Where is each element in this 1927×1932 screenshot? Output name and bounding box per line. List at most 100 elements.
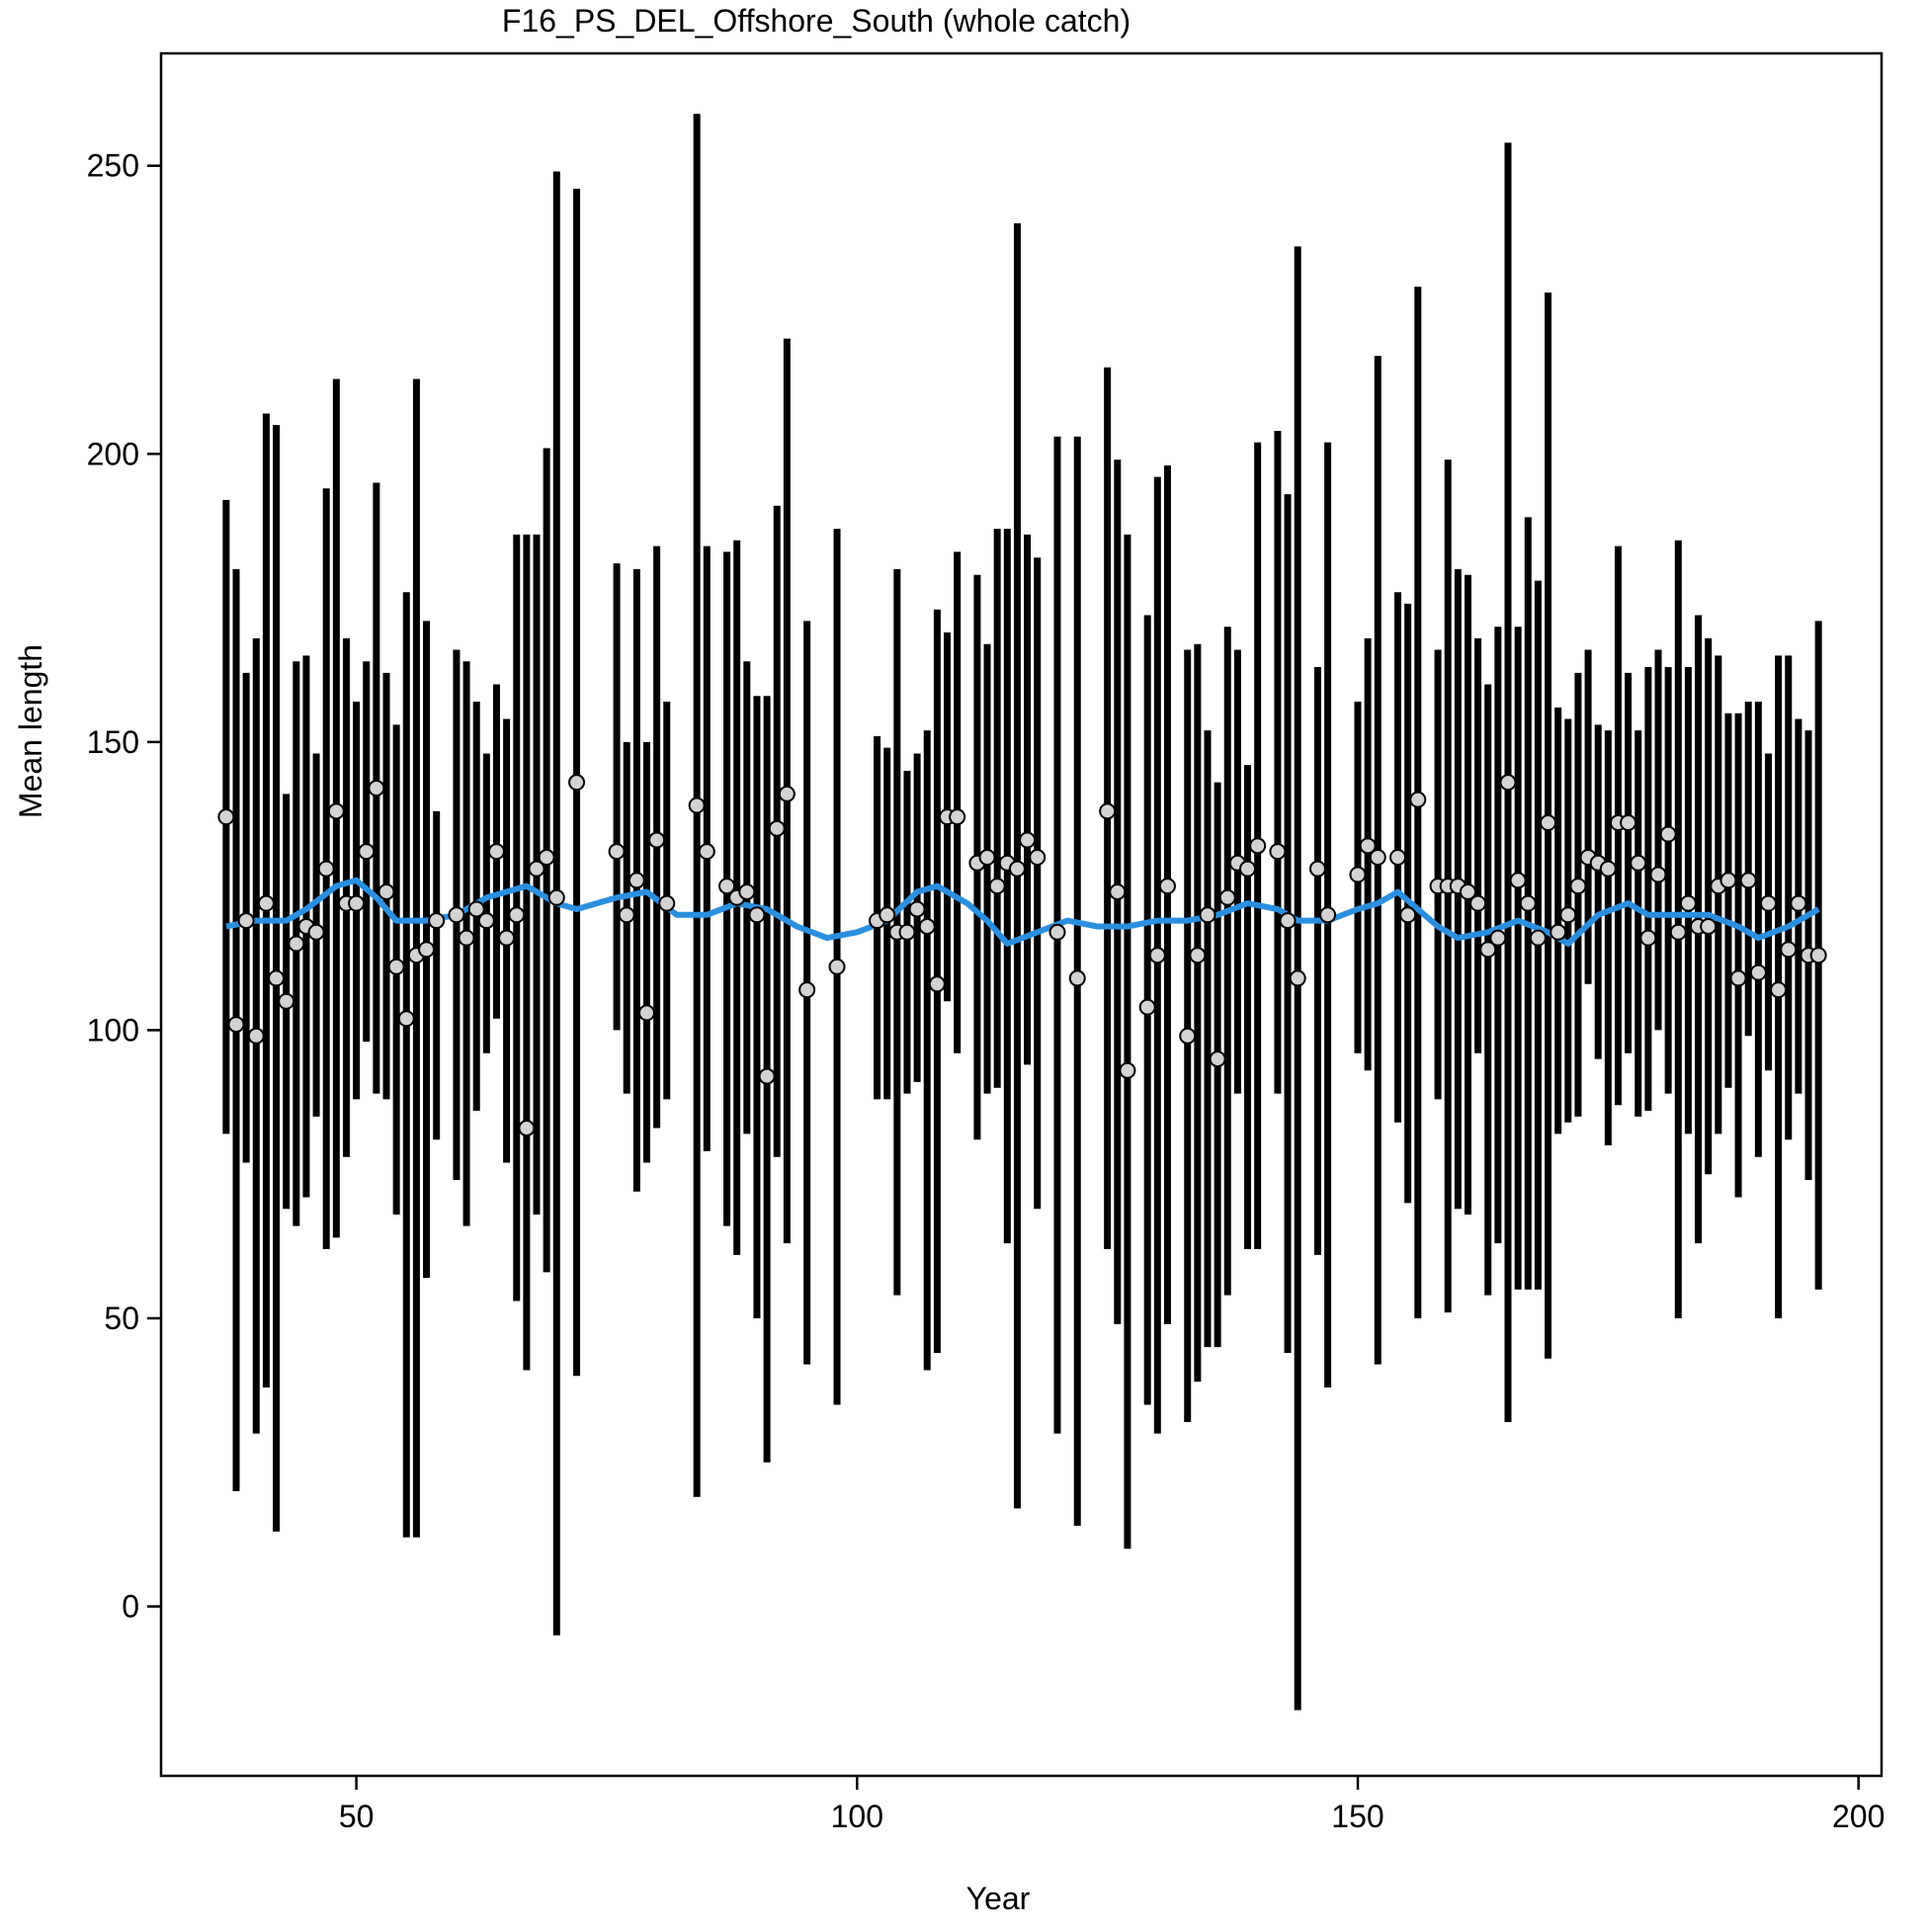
data-point	[1489, 929, 1507, 947]
data-point	[1099, 802, 1117, 820]
data-point	[1239, 860, 1257, 878]
data-point	[1479, 941, 1497, 959]
data-point	[1389, 848, 1407, 866]
data-point	[928, 975, 946, 993]
data-point	[1639, 929, 1657, 947]
data-point	[778, 785, 796, 802]
x-tick-label: 200	[1832, 1799, 1885, 1834]
data-point	[1319, 906, 1337, 924]
data-point	[1649, 866, 1667, 883]
data-point	[628, 872, 645, 889]
data-point	[1148, 947, 1166, 965]
y-tick-label: 250	[87, 148, 139, 184]
data-point	[348, 894, 366, 912]
data-point	[898, 923, 916, 941]
data-point	[498, 929, 516, 947]
y-axis-label: Mean length	[13, 644, 48, 818]
data-point	[327, 802, 345, 820]
data-point	[418, 941, 436, 959]
data-point	[1349, 866, 1367, 883]
data-point	[288, 935, 305, 953]
data-point	[487, 843, 505, 861]
x-axis-label: Year	[966, 1881, 1031, 1916]
data-point	[1739, 872, 1757, 889]
plot-frame	[159, 51, 1884, 1778]
data-point	[1770, 981, 1788, 999]
data-point	[1399, 906, 1417, 924]
data-point	[768, 819, 786, 837]
data-point	[1048, 923, 1066, 941]
data-point	[1630, 854, 1647, 872]
data-point	[1138, 998, 1156, 1016]
data-point	[758, 1067, 776, 1085]
y-tick-label: 50	[104, 1301, 139, 1336]
data-point	[918, 917, 936, 935]
data-point	[1569, 878, 1587, 895]
data-point	[448, 906, 465, 924]
x-tick-label: 100	[831, 1799, 883, 1834]
data-point	[1780, 941, 1798, 959]
data-point	[798, 981, 816, 999]
data-point	[1068, 969, 1086, 987]
data-point	[978, 848, 996, 866]
data-point	[1700, 917, 1718, 935]
y-tick-label: 200	[87, 436, 139, 471]
data-point	[1109, 882, 1127, 900]
data-point	[528, 860, 545, 878]
data-point	[988, 878, 1006, 895]
data-point	[1469, 894, 1487, 912]
y-tick-label: 150	[87, 724, 139, 760]
data-point	[1029, 848, 1047, 866]
data-point	[257, 894, 275, 912]
data-point	[368, 780, 385, 798]
data-point	[828, 958, 846, 975]
data-point	[278, 992, 295, 1010]
data-point	[458, 929, 475, 947]
y-tick-label: 100	[87, 1012, 139, 1048]
data-point	[1679, 894, 1697, 912]
data-point	[217, 808, 235, 826]
data-point	[1659, 825, 1677, 843]
data-point	[1409, 791, 1427, 808]
data-point	[1279, 912, 1297, 930]
data-point	[688, 797, 706, 814]
data-point	[1308, 860, 1326, 878]
data-point	[949, 808, 966, 826]
data-point	[538, 848, 555, 866]
data-point	[1529, 929, 1547, 947]
data-point	[508, 906, 526, 924]
data-point	[1359, 837, 1377, 855]
data-point	[1218, 888, 1236, 906]
data-point	[718, 878, 736, 895]
data-point	[1179, 1027, 1197, 1045]
data-point	[1519, 894, 1537, 912]
data-point	[1119, 1061, 1136, 1079]
chart-title: F16_PS_DEL_Offshore_South (whole catch)	[502, 3, 1131, 39]
data-point	[1669, 923, 1687, 941]
data-point	[377, 882, 395, 900]
data-point	[358, 843, 376, 861]
data-point	[568, 774, 586, 792]
data-point	[748, 906, 766, 924]
data-point	[658, 894, 676, 912]
data-point	[1550, 923, 1567, 941]
data-point	[1599, 860, 1617, 878]
data-point	[1189, 947, 1207, 965]
data-point	[1749, 964, 1767, 981]
data-point	[317, 860, 335, 878]
data-point	[1790, 894, 1807, 912]
data-point	[1289, 969, 1306, 987]
data-point	[1019, 831, 1037, 849]
data-point	[1809, 947, 1827, 965]
data-point	[648, 831, 666, 849]
data-point	[738, 882, 756, 900]
data-point	[428, 912, 446, 930]
data-point	[618, 906, 635, 924]
data-point	[1369, 848, 1386, 866]
data-point	[1199, 906, 1216, 924]
data-point	[518, 1120, 536, 1137]
data-point	[477, 912, 495, 930]
data-point	[608, 843, 626, 861]
data-point	[268, 969, 286, 987]
